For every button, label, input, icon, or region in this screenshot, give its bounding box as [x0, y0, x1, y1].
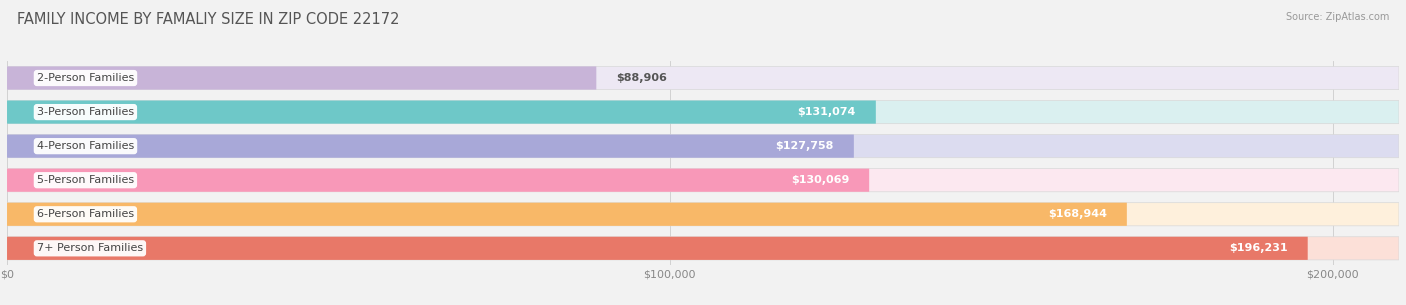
- Text: $168,944: $168,944: [1047, 209, 1107, 219]
- Text: 2-Person Families: 2-Person Families: [37, 73, 134, 83]
- Text: $130,069: $130,069: [792, 175, 849, 185]
- Text: $88,906: $88,906: [616, 73, 666, 83]
- Text: 3-Person Families: 3-Person Families: [37, 107, 134, 117]
- Text: 5-Person Families: 5-Person Families: [37, 175, 134, 185]
- FancyBboxPatch shape: [7, 237, 1308, 260]
- Text: $131,074: $131,074: [797, 107, 856, 117]
- FancyBboxPatch shape: [7, 203, 1126, 226]
- Text: 6-Person Families: 6-Person Families: [37, 209, 134, 219]
- Text: Source: ZipAtlas.com: Source: ZipAtlas.com: [1285, 12, 1389, 22]
- FancyBboxPatch shape: [7, 101, 1399, 124]
- FancyBboxPatch shape: [7, 169, 869, 192]
- FancyBboxPatch shape: [7, 237, 1399, 260]
- Text: 4-Person Families: 4-Person Families: [37, 141, 134, 151]
- FancyBboxPatch shape: [7, 169, 1399, 192]
- FancyBboxPatch shape: [7, 66, 1399, 90]
- Text: 7+ Person Families: 7+ Person Families: [37, 243, 143, 253]
- Text: FAMILY INCOME BY FAMALIY SIZE IN ZIP CODE 22172: FAMILY INCOME BY FAMALIY SIZE IN ZIP COD…: [17, 12, 399, 27]
- FancyBboxPatch shape: [7, 203, 1399, 226]
- FancyBboxPatch shape: [7, 101, 876, 124]
- FancyBboxPatch shape: [7, 135, 1399, 158]
- FancyBboxPatch shape: [7, 66, 596, 90]
- Text: $127,758: $127,758: [776, 141, 834, 151]
- Text: $196,231: $196,231: [1229, 243, 1288, 253]
- FancyBboxPatch shape: [7, 135, 853, 158]
